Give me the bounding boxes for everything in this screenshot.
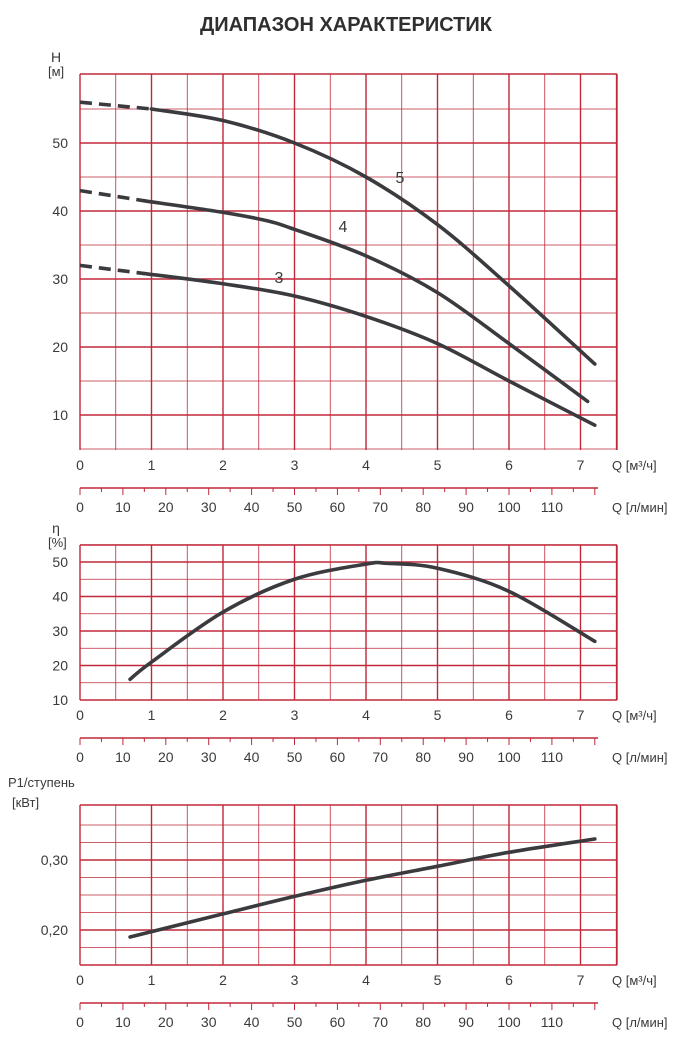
x-tick-label-lmin: 10 (115, 749, 131, 765)
x-tick-label-m3h: 3 (291, 457, 299, 473)
y-tick-label: 20 (52, 658, 68, 674)
y-tick-label: 30 (52, 623, 68, 639)
x-tick-label-lmin: 20 (158, 1014, 174, 1030)
x-tick-label-lmin: 0 (76, 749, 84, 765)
x-tick-label-lmin: 110 (541, 749, 564, 765)
x-tick-label-m3h: 5 (434, 457, 442, 473)
y-tick-label: 10 (52, 692, 68, 708)
x-tick-label-lmin: 0 (76, 1014, 84, 1030)
series-label-3: 3 (275, 270, 284, 287)
x-tick-label-m3h: 0 (76, 457, 84, 473)
x-tick-label-lmin: 50 (287, 499, 303, 515)
x-tick-label-lmin: 60 (330, 499, 346, 515)
x-tick-label-m3h: 6 (505, 457, 513, 473)
x-tick-label-lmin: 70 (373, 749, 389, 765)
x-tick-label-m3h: 5 (434, 707, 442, 723)
x-tick-label-lmin: 70 (373, 499, 389, 515)
curve-panel-1 (128, 560, 597, 682)
y-tick-label: 50 (52, 135, 68, 151)
y-axis-label: H (51, 49, 61, 65)
curve-series-3 (142, 271, 597, 427)
x-tick-label-lmin: 80 (415, 1014, 431, 1030)
x-tick-label-lmin: 50 (287, 1014, 303, 1030)
page-title: ДИАПАЗОН ХАРАКТЕРИСТИК (200, 14, 492, 36)
x-axis-label-lmin: Q [л/мин] (612, 750, 668, 765)
y-tick-label: 30 (52, 271, 68, 287)
curve-extension-series-3 (79, 263, 145, 276)
y-tick-label: 0,30 (41, 852, 68, 868)
x-tick-label-lmin: 60 (330, 749, 346, 765)
x-tick-label-lmin: 90 (458, 749, 474, 765)
y-tick-label: 50 (52, 554, 68, 570)
x-tick-label-lmin: 80 (415, 499, 431, 515)
x-tick-label-lmin: 20 (158, 499, 174, 515)
x-tick-label-m3h: 4 (362, 457, 370, 473)
x-tick-label-m3h: 4 (362, 972, 370, 988)
y-tick-label: 40 (52, 203, 68, 219)
curve-extension-series-5 (79, 100, 152, 111)
x-tick-label-lmin: 110 (541, 499, 564, 515)
curve-series-4 (142, 199, 590, 404)
x-tick-label-lmin: 30 (201, 749, 217, 765)
x-tick-label-m3h: 2 (219, 707, 227, 723)
x-tick-label-lmin: 30 (201, 1014, 217, 1030)
x-axis-label-lmin: Q [л/мин] (612, 1015, 668, 1030)
x-tick-label-lmin: 100 (497, 1014, 521, 1030)
x-axis-label-lmin: Q [л/мин] (612, 500, 668, 515)
x-axis-label-m3h: Q [м³/ч] (612, 708, 657, 723)
y-axis-unit: [%] (48, 535, 67, 550)
curve-series-5 (149, 107, 597, 366)
x-tick-label-lmin: 100 (497, 499, 521, 515)
x-tick-label-m3h: 7 (577, 457, 585, 473)
x-tick-label-lmin: 40 (244, 1014, 260, 1030)
x-tick-label-lmin: 50 (287, 749, 303, 765)
x-tick-label-m3h: 0 (76, 972, 84, 988)
series-label-5: 5 (396, 170, 405, 187)
x-tick-label-lmin: 90 (458, 499, 474, 515)
x-tick-label-m3h: 7 (577, 707, 585, 723)
x-tick-label-m3h: 5 (434, 972, 442, 988)
y-axis-label: η (52, 520, 60, 536)
x-tick-label-m3h: 2 (219, 457, 227, 473)
x-tick-label-m3h: 4 (362, 707, 370, 723)
y-axis-label: P1/ступень (8, 775, 75, 790)
x-tick-label-m3h: 1 (148, 457, 156, 473)
x-tick-label-m3h: 1 (148, 972, 156, 988)
x-tick-label-m3h: 3 (291, 972, 299, 988)
x-axis-label-m3h: Q [м³/ч] (612, 458, 657, 473)
x-tick-label-m3h: 7 (577, 972, 585, 988)
x-tick-label-lmin: 20 (158, 749, 174, 765)
y-axis-unit: [м] (48, 64, 64, 79)
series-label-4: 4 (339, 219, 348, 236)
y-tick-label: 20 (52, 339, 68, 355)
x-tick-label-lmin: 100 (497, 749, 521, 765)
x-tick-label-lmin: 10 (115, 499, 131, 515)
curve-extension-series-4 (79, 188, 145, 203)
y-tick-label: 40 (52, 589, 68, 605)
y-axis-unit: [кВт] (12, 795, 39, 810)
y-tick-label: 0,20 (41, 922, 68, 938)
x-tick-label-m3h: 2 (219, 972, 227, 988)
x-tick-label-m3h: 0 (76, 707, 84, 723)
x-tick-label-lmin: 10 (115, 1014, 131, 1030)
x-tick-label-lmin: 80 (415, 749, 431, 765)
curve-panel-2 (128, 837, 597, 939)
x-tick-label-lmin: 110 (541, 1014, 564, 1030)
x-tick-label-lmin: 60 (330, 1014, 346, 1030)
x-tick-label-lmin: 40 (244, 499, 260, 515)
x-tick-label-lmin: 40 (244, 749, 260, 765)
x-tick-label-m3h: 6 (505, 707, 513, 723)
x-tick-label-m3h: 6 (505, 972, 513, 988)
x-tick-label-lmin: 30 (201, 499, 217, 515)
x-tick-label-m3h: 1 (148, 707, 156, 723)
x-tick-label-m3h: 3 (291, 707, 299, 723)
x-axis-label-m3h: Q [м³/ч] (612, 973, 657, 988)
x-tick-label-lmin: 70 (373, 1014, 389, 1030)
x-tick-label-lmin: 90 (458, 1014, 474, 1030)
x-tick-label-lmin: 0 (76, 499, 84, 515)
y-tick-label: 10 (52, 407, 68, 423)
